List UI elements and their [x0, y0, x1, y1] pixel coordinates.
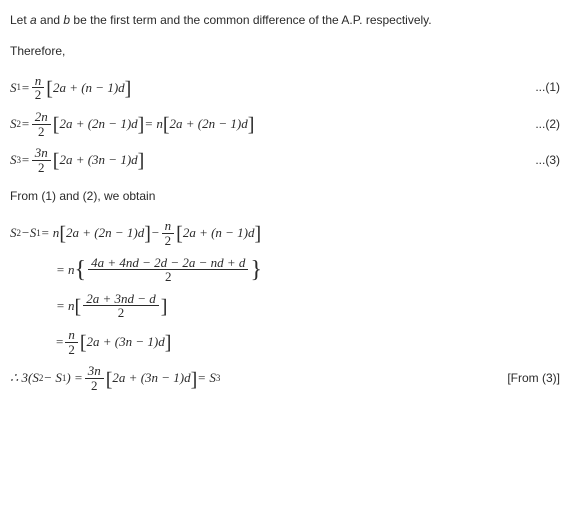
derivation-2: = n { 4a + 4nd − 2d − 2a − nd + d2 }: [56, 256, 560, 284]
equals-n: = n: [144, 115, 163, 133]
eq-tag-1: ...(1): [495, 79, 560, 96]
final-equation: ∴ 3(S2 − S1 ) = 3n2 [2a + (3n − 1)d] = S…: [10, 364, 560, 392]
bracket-content-2b: 2a + (2n − 1)d: [170, 115, 248, 133]
denominator: 2: [35, 161, 48, 175]
equation-1: S1 = n2 [2a + (n − 1)d] ...(1): [10, 74, 560, 102]
derivation-1: S2 − S1 = n [2a + (2n − 1)d] − n2 [2a + …: [10, 219, 560, 247]
equation-2: S2 = 2n2 [2a + (2n − 1)d] = n [2a + (2n …: [10, 110, 560, 138]
bracket-content-3: 2a + (3n − 1)d: [59, 151, 137, 169]
subscript-3: 3: [216, 372, 221, 385]
bracket-left: [: [106, 372, 113, 388]
bracket-content: 2a + (2n − 1)d: [66, 224, 144, 242]
fraction-3n-2: 3n2: [85, 364, 104, 392]
denominator: 2: [65, 343, 78, 357]
denominator: 2: [32, 88, 45, 102]
fraction-mid: 2a + 3nd − d2: [83, 292, 159, 320]
from-3-tag: [From (3)]: [467, 370, 560, 387]
numerator: 2n: [32, 110, 51, 125]
intro-paragraph: Let a and b be the first term and the co…: [10, 12, 560, 29]
fraction-long: 4a + 4nd − 2d − 2a − nd + d2: [88, 256, 248, 284]
bracket-left: [: [176, 226, 183, 242]
bracket-content-2: 2a + (2n − 1)d: [59, 115, 137, 133]
numerator: 2a + 3nd − d: [83, 292, 159, 307]
bracket-content: 2a + (3n − 1)d: [112, 369, 190, 387]
bracket-left: [: [53, 117, 60, 133]
equals: =: [21, 79, 30, 97]
denominator: 2: [115, 306, 128, 320]
numerator: n: [32, 74, 45, 89]
derivation-4: = n2 [2a + (3n − 1)d]: [56, 328, 560, 356]
equals-n: = n: [56, 261, 75, 279]
bracket-right: ]: [138, 153, 145, 169]
eq-tag-2: ...(2): [495, 116, 560, 133]
equals-n: = n: [41, 224, 60, 242]
numerator: n: [65, 328, 78, 343]
bracket-right: ]: [138, 117, 145, 133]
brace-left: {: [75, 262, 87, 279]
equals: =: [21, 151, 30, 169]
numerator: 3n: [85, 364, 104, 379]
bracket-right: ]: [191, 372, 198, 388]
bracket-right: ]: [248, 117, 255, 133]
fraction-n-2: n2: [32, 74, 45, 102]
bracket-right: ]: [144, 226, 151, 242]
bracket-left: [: [46, 81, 53, 97]
denominator: 2: [162, 270, 175, 284]
bracket-right: ]: [161, 299, 168, 315]
brace-right: }: [250, 262, 262, 279]
fraction-2n-2: 2n2: [32, 110, 51, 138]
intro-text-3: be the first term and the common differe…: [70, 13, 432, 27]
bracket-content: 2a + (3n − 1)d: [87, 333, 165, 351]
intro-text-2: and: [37, 13, 64, 27]
bracket-right: ]: [255, 226, 262, 242]
fraction-n-2: n2: [162, 219, 175, 247]
therefore-3: ∴ 3(S: [10, 369, 39, 387]
equation-3: S3 = 3n2 [2a + (3n − 1)d] ...(3): [10, 146, 560, 174]
bracket-left: [: [53, 153, 60, 169]
intro-text-1: Let: [10, 13, 30, 27]
bracket-left: [: [163, 117, 170, 133]
bracket-left: [: [59, 226, 66, 242]
bracket-left: [: [75, 299, 82, 315]
derivation-3: = n [ 2a + 3nd − d2 ]: [56, 292, 560, 320]
denominator: 2: [35, 125, 48, 139]
from-1-2-text: From (1) and (2), we obtain: [10, 188, 560, 205]
therefore-text: Therefore,: [10, 43, 560, 60]
eq-tag-3: ...(3): [495, 152, 560, 169]
bracket-right: ]: [125, 81, 132, 97]
bracket-right: ]: [165, 335, 172, 351]
bracket-left: [: [80, 335, 87, 351]
var-a: a: [30, 13, 37, 27]
bracket-content: 2a + (n − 1)d: [183, 224, 255, 242]
minus: −: [21, 224, 30, 242]
equals-s3: = S: [197, 369, 216, 387]
denominator: 2: [162, 234, 175, 248]
bracket-content-1: 2a + (n − 1)d: [53, 79, 125, 97]
minus: −: [151, 224, 160, 242]
close-equals: ) =: [66, 369, 82, 387]
denominator: 2: [88, 379, 101, 393]
numerator: 4a + 4nd − 2d − 2a − nd + d: [88, 256, 248, 271]
fraction-3n-2: 3n2: [32, 146, 51, 174]
fraction-n-2: n2: [65, 328, 78, 356]
minus-s: − S: [43, 369, 62, 387]
numerator: n: [162, 219, 175, 234]
equals-n: = n: [56, 297, 75, 315]
numerator: 3n: [32, 146, 51, 161]
equals: =: [21, 115, 30, 133]
